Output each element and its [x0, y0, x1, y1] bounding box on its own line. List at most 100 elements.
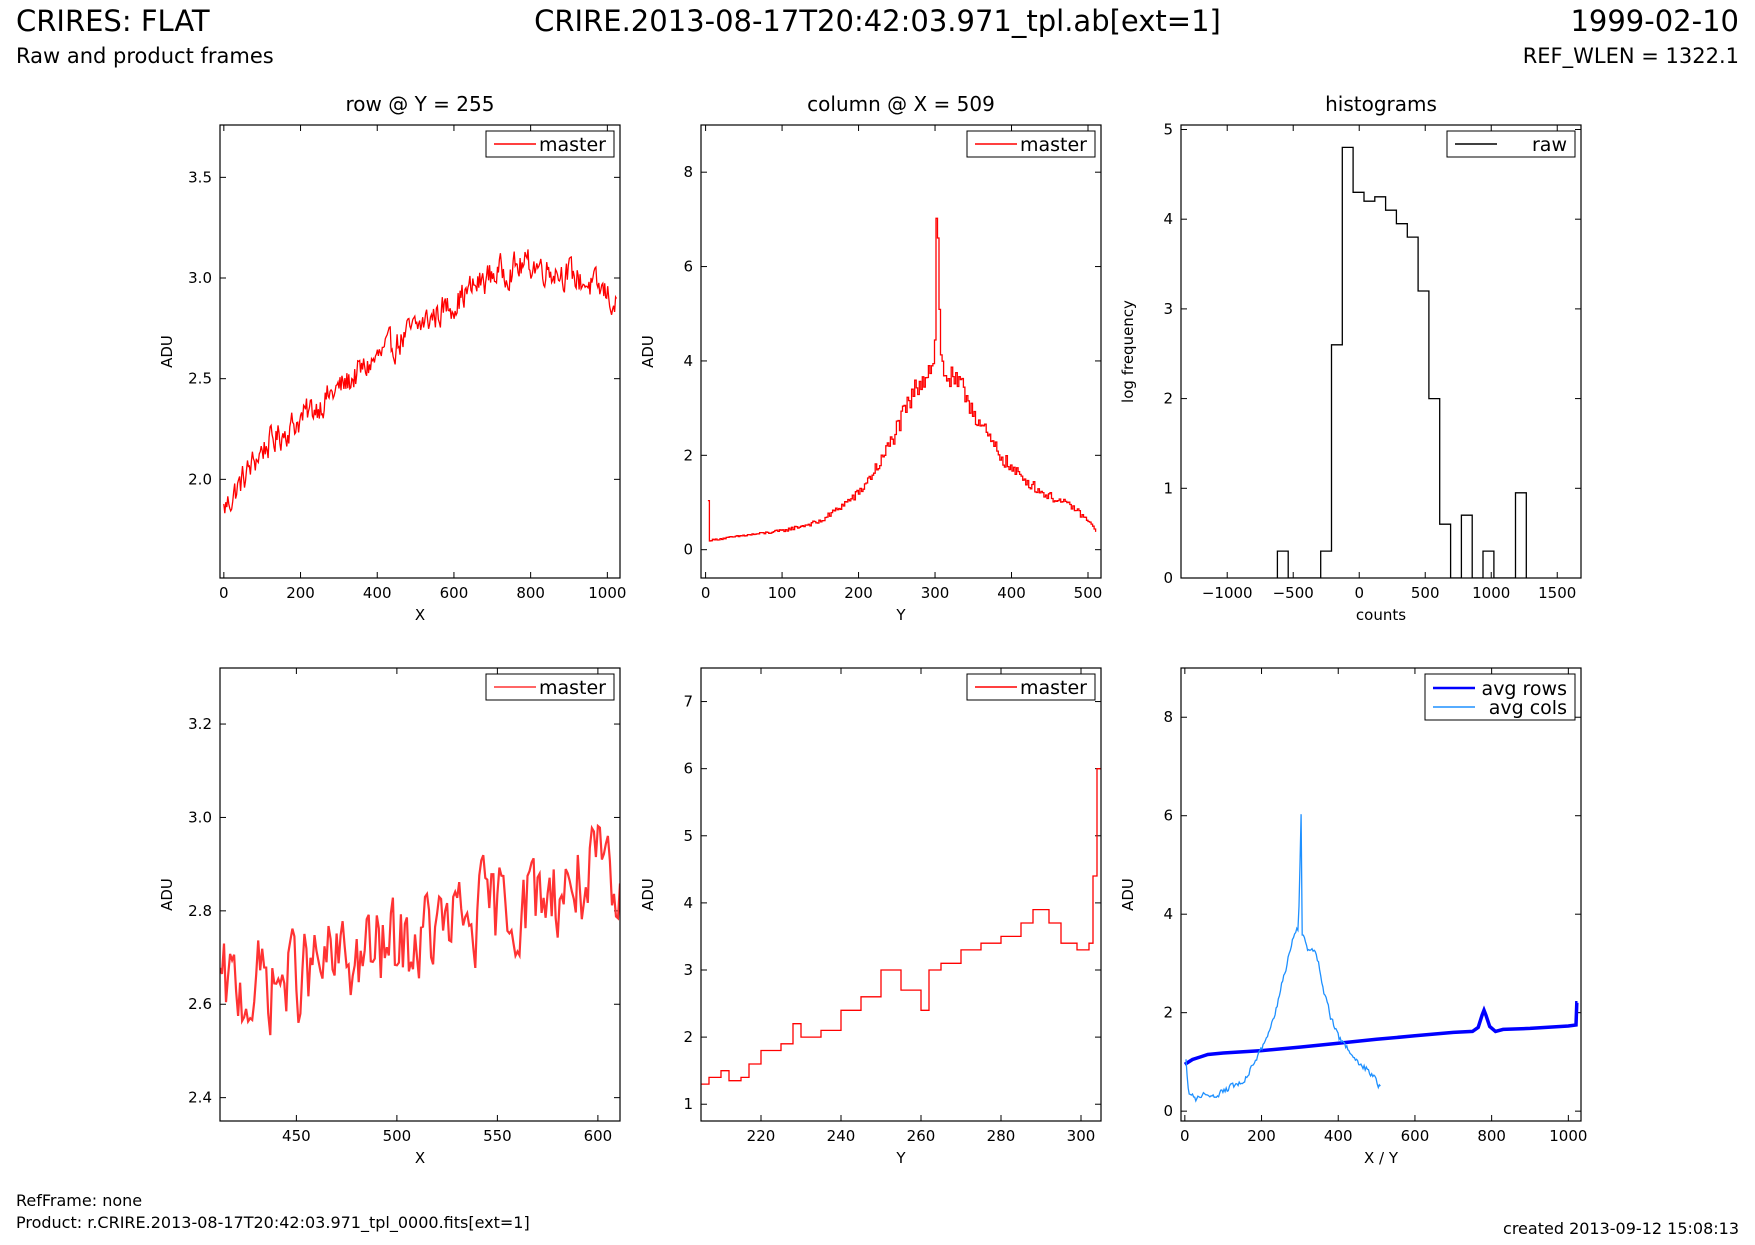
legend-label: raw	[1532, 134, 1567, 156]
x-axis-label: Y	[895, 1149, 906, 1167]
y-tick-label: 2.6	[188, 995, 212, 1013]
x-tick-label: 600	[440, 584, 469, 602]
x-axis-label: counts	[1356, 606, 1406, 624]
legend-label: master	[1020, 677, 1087, 699]
created-note: created 2013-09-12 15:08:13	[1503, 1219, 1739, 1238]
y-axis-label: ADU	[158, 878, 176, 911]
legend-label: avg cols	[1489, 697, 1567, 719]
legend-label: avg rows	[1482, 678, 1567, 700]
y-tick-label: 3	[683, 961, 693, 979]
x-tick-label: 0	[219, 584, 229, 602]
y-tick-label: 3.0	[188, 269, 212, 287]
series-raw	[1276, 146, 1527, 578]
x-tick-label: 1500	[1538, 584, 1576, 602]
y-tick-label: 2	[683, 1028, 693, 1046]
y-tick-label: 4	[683, 352, 693, 370]
x-tick-label: 220	[747, 1127, 776, 1145]
x-tick-label: 280	[987, 1127, 1016, 1145]
y-tick-label: 2	[1163, 1004, 1173, 1022]
x-tick-label: 0	[1354, 584, 1364, 602]
y-tick-label: 2.5	[188, 370, 212, 388]
x-tick-label: 600	[1401, 1127, 1430, 1145]
y-tick-label: 2	[683, 446, 693, 464]
y-axis-label: ADU	[639, 878, 657, 911]
file-name: CRIRE.2013-08-17T20:42:03.971_tpl.ab[ext…	[534, 4, 1221, 38]
x-tick-label: 500	[1411, 584, 1440, 602]
x-tick-label: 400	[1324, 1127, 1353, 1145]
y-axis-label: log frequency	[1119, 300, 1137, 403]
chart-avg: X / Y ADU 0 200 400 600 800 1000 0 2 4 6 8 avg rowsav…	[1119, 667, 1587, 1167]
x-tick-label: −1000	[1202, 584, 1253, 602]
report-subtitle: Raw and product frames	[16, 44, 274, 68]
y-tick-label: 3.5	[188, 168, 212, 186]
x-axis-label: X	[415, 1149, 425, 1167]
y-tick-label: 6	[683, 760, 693, 778]
y-tick-label: 0	[1163, 1102, 1173, 1120]
y-tick-label: 5	[683, 827, 693, 845]
x-tick-label: 400	[997, 584, 1026, 602]
y-tick-label: 7	[683, 693, 693, 711]
report-title: CRIRES: FLAT	[16, 4, 210, 38]
legend-box	[1424, 673, 1576, 721]
y-axis-label: ADU	[158, 335, 176, 368]
chart-col-full: column @ X = 509 Y ADU 0 100 200 300 400 500 0 2 4 6…	[639, 92, 1102, 624]
plot-frame	[219, 667, 621, 1122]
chart-row-zoom: X ADU 450 500 550 600 2.4 2.6 2.8 3.0 3.2 master	[158, 667, 621, 1167]
x-tick-label: 550	[483, 1127, 512, 1145]
product-note: Product: r.CRIRE.2013-08-17T20:42:03.971…	[16, 1213, 530, 1232]
legend: master	[966, 130, 1096, 158]
x-tick-label: 400	[363, 584, 392, 602]
y-tick-label: 8	[683, 163, 693, 181]
x-tick-label: 300	[921, 584, 950, 602]
x-tick-label: 1000	[1472, 584, 1510, 602]
chart-hist: histograms counts log frequency −1000 −500 0 5…	[1119, 92, 1582, 624]
x-tick-label: 300	[1067, 1127, 1096, 1145]
y-tick-label: 3.2	[188, 715, 212, 733]
x-tick-label: 1000	[1549, 1127, 1587, 1145]
x-tick-label: 800	[516, 584, 545, 602]
plot-frame	[700, 124, 1102, 579]
legend: master	[966, 673, 1096, 701]
y-tick-label: 3	[1163, 300, 1173, 318]
y-tick-label: 0	[683, 541, 693, 559]
series-master	[707, 217, 1097, 542]
y-axis-label: ADU	[639, 335, 657, 368]
x-tick-label: 800	[1477, 1127, 1506, 1145]
x-tick-label: 0	[701, 584, 711, 602]
y-tick-label: 6	[683, 258, 693, 276]
x-tick-label: 200	[1247, 1127, 1276, 1145]
y-tick-label: 5	[1163, 120, 1173, 138]
y-tick-label: 2.8	[188, 902, 212, 920]
legend: raw	[1446, 130, 1576, 158]
x-tick-label: 600	[584, 1127, 613, 1145]
x-axis-label: X / Y	[1364, 1149, 1399, 1167]
y-tick-label: 0	[1163, 569, 1173, 587]
series-avg-rows	[1183, 1001, 1579, 1066]
x-tick-label: 260	[907, 1127, 936, 1145]
chart-title: column @ X = 509	[807, 92, 995, 116]
y-tick-label: 1	[1163, 479, 1173, 497]
ref-frame-note: RefFrame: none	[16, 1191, 143, 1210]
ref-wavelength: REF_WLEN = 1322.1	[1522, 44, 1739, 68]
y-tick-label: 6	[1163, 807, 1173, 825]
chart-title: row @ Y = 255	[346, 92, 495, 116]
y-tick-label: 2.4	[188, 1089, 212, 1107]
x-tick-label: 240	[827, 1127, 856, 1145]
series-master	[220, 823, 620, 1036]
x-tick-label: −500	[1273, 584, 1314, 602]
x-tick-label: 200	[844, 584, 873, 602]
plot-frame	[219, 124, 621, 579]
x-axis-label: X	[415, 606, 425, 624]
x-tick-label: 450	[282, 1127, 311, 1145]
legend-label: master	[1020, 134, 1087, 156]
observation-date: 1999-02-10	[1570, 4, 1739, 38]
plot-frame	[1180, 124, 1582, 579]
series-master	[701, 768, 1101, 1085]
y-axis-label: ADU	[1119, 878, 1137, 911]
y-tick-label: 4	[1163, 210, 1173, 228]
chart-col-zoom: Y ADU 220 240 260 280 300 1 2 3 4 5 6 7 master	[639, 667, 1102, 1167]
y-tick-label: 4	[1163, 905, 1173, 923]
y-tick-label: 2.0	[188, 470, 212, 488]
legend-label: master	[539, 134, 606, 156]
